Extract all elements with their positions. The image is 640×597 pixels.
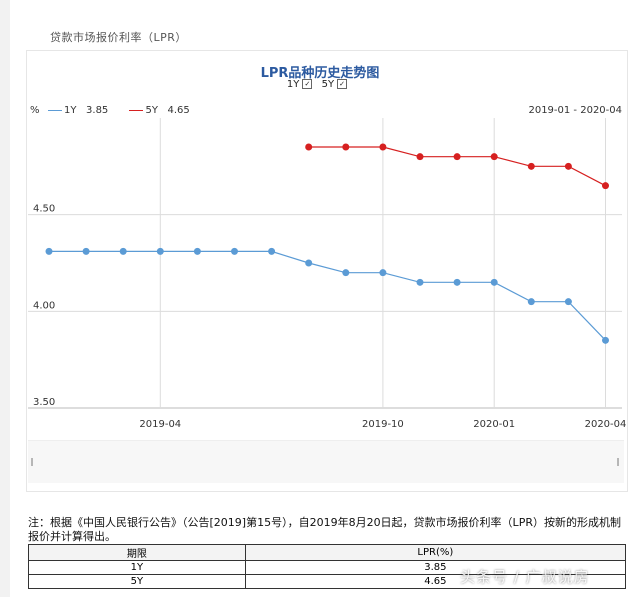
data-point-1y — [453, 278, 461, 286]
watermark-text: 头条号 / 广叔说房 — [460, 568, 590, 586]
lpr-table: 期限 LPR(%) 1Y 3.85 5Y 4.65 — [28, 544, 627, 589]
table-row: 1Y 3.85 — [28, 560, 627, 575]
table-cell-term: 5Y — [28, 574, 246, 589]
data-point-5y — [527, 162, 535, 170]
table-cell-term: 1Y — [28, 560, 246, 575]
data-point-1y — [527, 298, 535, 306]
series-line-5y — [308, 146, 606, 187]
legend-item-1y[interactable]: 1Y 3.85 — [48, 105, 108, 116]
data-point-1y — [193, 247, 201, 255]
x-tick-label: 2019-10 — [362, 419, 404, 430]
table-header-row: 期限 LPR(%) — [28, 544, 627, 561]
y-unit-label: % — [30, 105, 40, 116]
x-tick-label: 2019-04 — [139, 419, 181, 430]
chart-title: LPR品种历史走势图 — [260, 66, 380, 81]
table-header-lpr: LPR(%) — [244, 544, 627, 561]
data-point-1y — [602, 336, 609, 344]
series-line-1y — [49, 250, 606, 341]
x-tick-label: 2020-01 — [473, 419, 515, 430]
legend-item-5y[interactable]: 5Y 4.65 — [129, 105, 190, 116]
table-row: 5Y 4.65 — [28, 574, 627, 589]
x-tick-label: 2020-04 — [585, 419, 627, 430]
y-tick-label: 4.50 — [33, 204, 55, 215]
legend-value-5y: 4.65 — [167, 105, 190, 116]
data-point-5y — [342, 143, 350, 151]
data-point-5y — [416, 153, 424, 161]
date-range: 2019-01 - 2020-04 — [528, 105, 622, 116]
chart-legend: 1Y 3.85 5Y 4.65 — [48, 105, 208, 116]
data-point-1y — [305, 259, 313, 267]
series-toggles: 1Y ✓ 5Y ✓ — [0, 79, 640, 90]
legend-value-1y: 3.85 — [86, 105, 109, 116]
data-point-1y — [119, 247, 127, 255]
toggle-1y[interactable]: 1Y ✓ — [287, 79, 318, 90]
legend-swatch-5y — [129, 109, 144, 111]
data-point-1y — [416, 278, 424, 286]
data-point-1y — [564, 298, 572, 306]
table-cell-rate: 4.65 — [244, 574, 627, 589]
toggle-5y[interactable]: 5Y ✓ — [322, 79, 353, 90]
section-title: 贷款市场报价利率（LPR） — [50, 31, 187, 44]
toggle-5y-checkbox[interactable]: ✓ — [337, 79, 348, 89]
data-point-5y — [564, 162, 572, 170]
data-point-1y — [231, 247, 238, 255]
data-point-1y — [342, 269, 350, 277]
data-point-1y — [379, 269, 387, 277]
toggle-5y-label: 5Y — [321, 79, 335, 90]
data-point-1y — [268, 247, 276, 255]
data-point-5y — [379, 143, 387, 151]
data-point-5y — [490, 153, 498, 161]
toggle-1y-checkbox[interactable]: ✓ — [302, 79, 313, 89]
range-navigator[interactable]: ‖ ‖ — [28, 440, 624, 483]
table-header-term: 期限 — [28, 544, 246, 561]
data-point-5y — [453, 153, 461, 161]
legend-name-5y: 5Y — [145, 105, 158, 116]
data-point-1y — [45, 247, 53, 255]
data-point-1y — [156, 247, 164, 255]
y-tick-label: 4.00 — [33, 300, 55, 311]
chart-container — [26, 50, 628, 492]
toggle-1y-label: 1Y — [286, 79, 300, 90]
navigator-left-handle-icon[interactable]: ‖ — [30, 457, 34, 466]
navigator-right-handle-icon[interactable]: ‖ — [616, 457, 620, 466]
data-point-1y — [82, 247, 90, 255]
footnote: 注：根据《中国人民银行公告》（公告[2019]第15号），自2019年8月20日… — [28, 516, 621, 543]
data-point-5y — [305, 143, 313, 151]
data-point-1y — [490, 278, 498, 286]
data-point-5y — [602, 182, 609, 190]
legend-name-1y: 1Y — [64, 105, 77, 116]
y-tick-label: 3.50 — [33, 397, 55, 408]
legend-swatch-1y — [48, 109, 62, 111]
